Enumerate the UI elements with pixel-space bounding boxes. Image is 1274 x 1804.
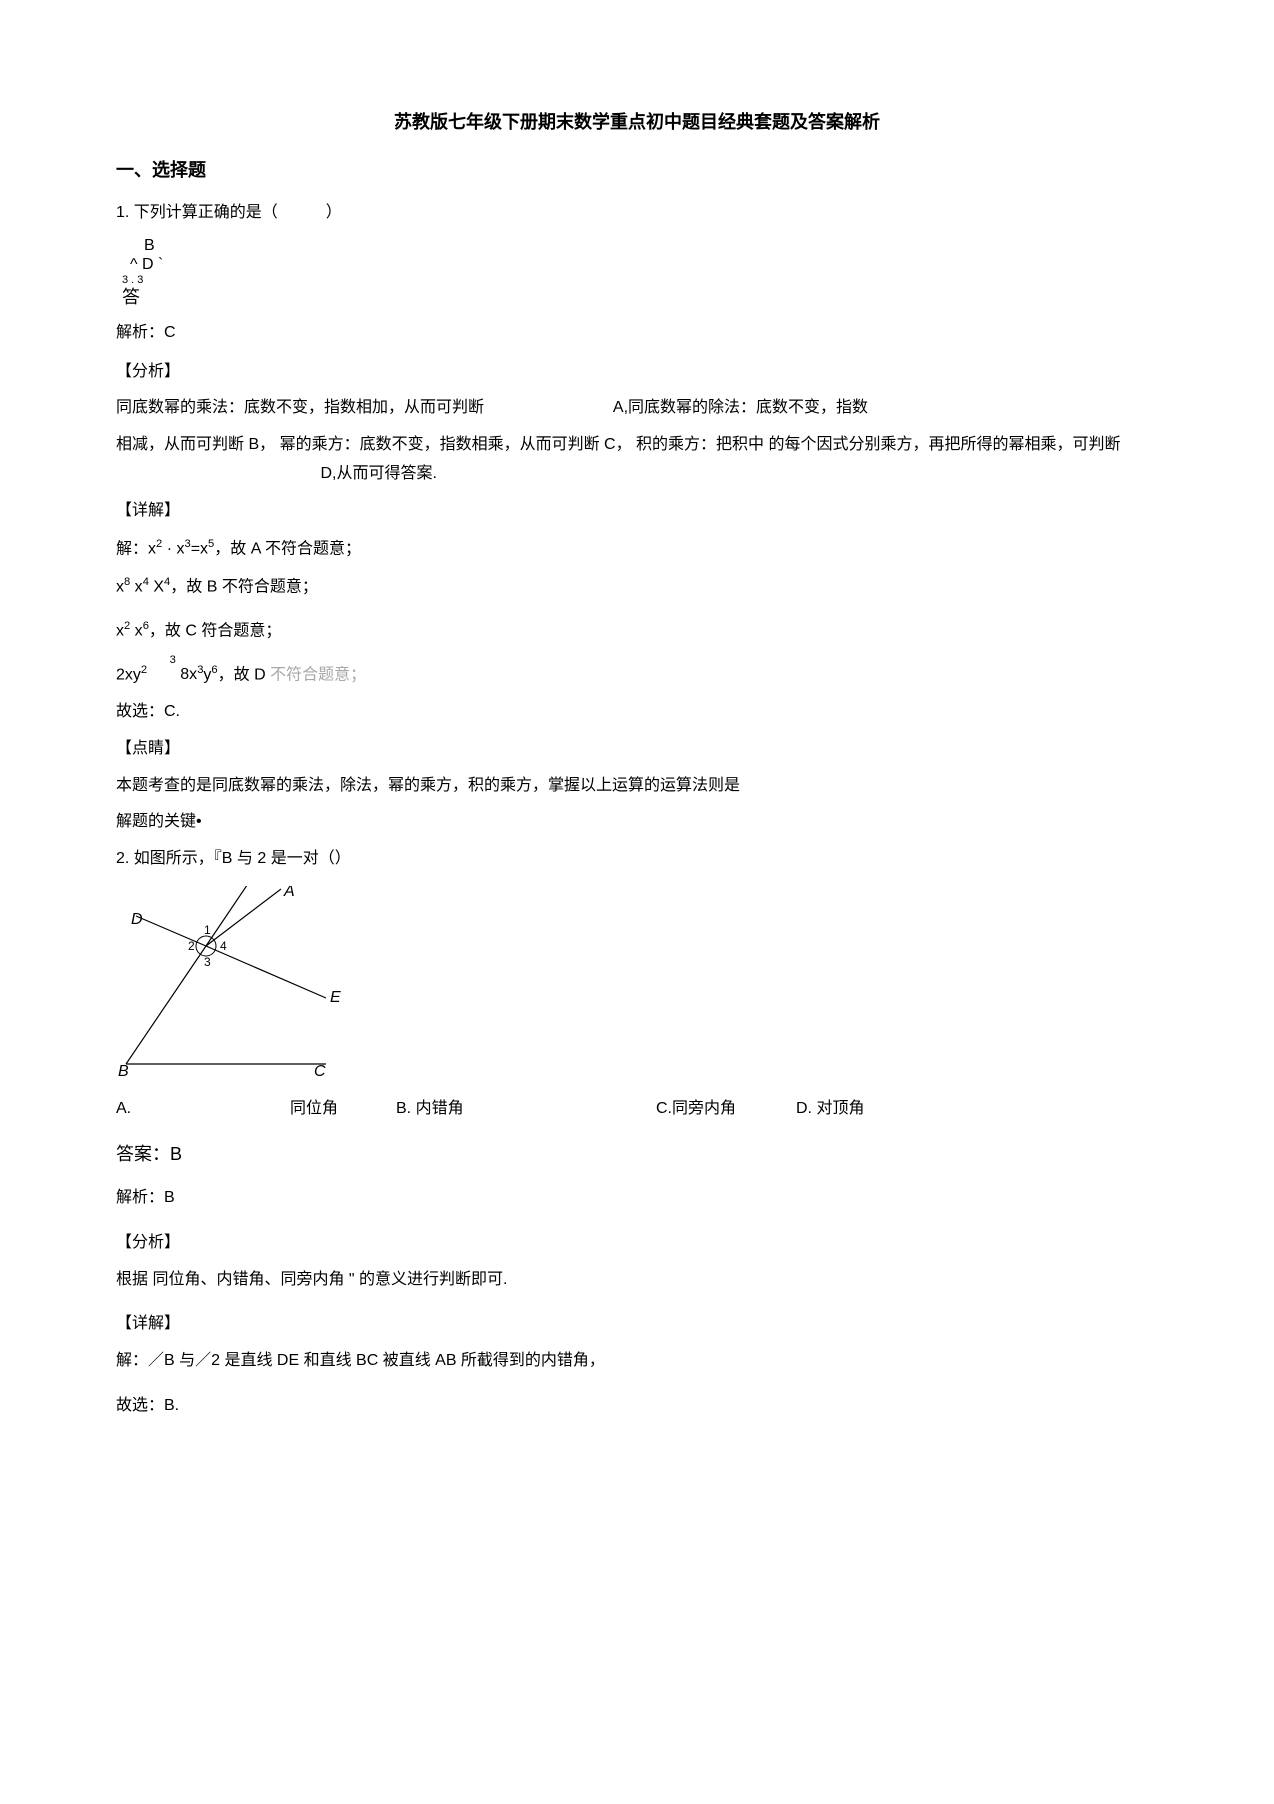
q2-fenxi-label: 【分析】 (116, 1229, 1158, 1258)
q1-fenxi-p1b: A,同底数幂的除法：底数不变，指数 (613, 399, 868, 416)
q2-optD: D. 对顶角 (796, 1095, 1158, 1124)
exp: 2 (141, 664, 147, 676)
q1-fenxi-p2: 相减，从而可判断 B， 幂的乘方：底数不变，指数相乘，从而可判断 C， 积的乘方… (116, 431, 1158, 489)
q1-fenxi-p2b: D,从而可得答案. (320, 465, 436, 482)
label-C: C (314, 1063, 326, 1076)
text: x (116, 578, 124, 595)
line-E (206, 946, 326, 998)
q1-sol-l1: 解：x2 · x3=x5，故 A 不符合题意； (116, 534, 1158, 564)
exp: 3 (170, 654, 176, 666)
doc-title: 苏教版七年级下册期末数学重点初中题目经典套题及答案解析 (116, 106, 1158, 138)
line-BA (126, 946, 206, 1064)
q1-sol-l2: x8 x4 X4，故 B 不符合题意； (116, 572, 1158, 602)
q2-optA: A. 同位角 (116, 1095, 396, 1124)
label-4: 4 (220, 939, 227, 953)
q1-frag3: 3 . 3 (122, 274, 1158, 287)
q1-sol-l4: 2xy2 3 8x3y6，故 D 不符合题意； (116, 660, 1158, 690)
q1-dianjing-label: 【点睛】 (116, 735, 1158, 764)
q1-dj-p2: 解题的关键• (116, 808, 1158, 837)
label-B: B (118, 1063, 129, 1076)
q2-sol-l1: 解：／B 与／2 是直线 DE 和直线 BC 被直线 AB 所截得到的内错角， (116, 1347, 1158, 1376)
text: 不符合题意； (270, 666, 366, 683)
opt-label: A. (116, 1100, 131, 1117)
angle-diagram: A D E B C 1 2 3 4 (116, 886, 376, 1076)
text: x (130, 578, 142, 595)
q2-figure: A D E B C 1 2 3 4 (116, 886, 1158, 1087)
label-A: A (283, 886, 295, 900)
q1-fenxi-p1: 同底数幂的乘法：底数不变，指数相加，从而可判断 A,同底数幂的除法：底数不变，指… (116, 394, 1158, 423)
line-toA (206, 886, 264, 946)
label-E: E (330, 989, 341, 1006)
q1-stem: 1. 下列计算正确的是（ ） (116, 199, 1158, 228)
text: · x (162, 540, 184, 557)
q1-fenxi-label: 【分析】 (116, 358, 1158, 387)
section-heading: 一、选择题 (116, 154, 1158, 186)
q1-dj-p1: 本题考查的是同底数幂的乘法，除法，幂的乘方，积的乘方，掌握以上运算的运算法则是 (116, 772, 1158, 801)
label-2: 2 (188, 939, 195, 953)
q1-sol-l3: x2 x6，故 C 符合题意； (116, 616, 1158, 646)
q1-analysis: 解析：C (116, 319, 1158, 348)
text: ，故 C 符合题意； (149, 622, 281, 639)
q1-xiangjie-label: 【详解】 (116, 497, 1158, 526)
text: x (130, 622, 142, 639)
text: 2xy (116, 666, 141, 683)
text: =x (191, 540, 208, 557)
text: ，故 A 不符合题意； (214, 540, 361, 557)
text: ，故 B 不符合题意； (170, 578, 318, 595)
q2-answer: 答案：B (116, 1138, 1158, 1170)
text: X (149, 578, 164, 595)
label-3: 3 (204, 955, 211, 969)
q1-fenxi-p2a: 相减，从而可判断 B， 幂的乘方：底数不变，指数相乘，从而可判断 C， 积的乘方… (116, 436, 1120, 453)
text: x (116, 622, 124, 639)
q2-optB: B. 内错角 (396, 1095, 656, 1124)
q1-guxuan: 故选：C. (116, 698, 1158, 727)
q2-optC: C.同旁内角 (656, 1095, 796, 1124)
text: 8x (180, 666, 197, 683)
q2-xiangjie-label: 【详解】 (116, 1310, 1158, 1339)
q2-analysis: 解析：B (116, 1184, 1158, 1213)
q1-frag1: B (144, 236, 1158, 255)
q1-fenxi-p1a: 同底数幂的乘法：底数不变，指数相加，从而可判断 (116, 399, 484, 416)
seg-A (206, 889, 281, 946)
label-1: 1 (204, 923, 211, 937)
text: 解：x (116, 540, 156, 557)
q1-frag2: ^ D ` (130, 255, 1158, 274)
label-D: D (131, 911, 143, 928)
q2-stem: 2. 如图所示，『B 与 2 是一对（） (116, 845, 1158, 874)
q1-frag4: 答 (122, 287, 1158, 309)
q2-options: A. 同位角 B. 内错角 C.同旁内角 D. 对顶角 (116, 1095, 1158, 1124)
q2-fenxi-p1: 根据 同位角、内错角、同旁内角 " 的意义进行判断即可. (116, 1266, 1158, 1295)
line-D (136, 916, 206, 946)
text: ，故 D (218, 666, 270, 683)
q2-guxuan: 故选：B. (116, 1392, 1158, 1421)
opt-text: 同位角 (290, 1100, 338, 1117)
